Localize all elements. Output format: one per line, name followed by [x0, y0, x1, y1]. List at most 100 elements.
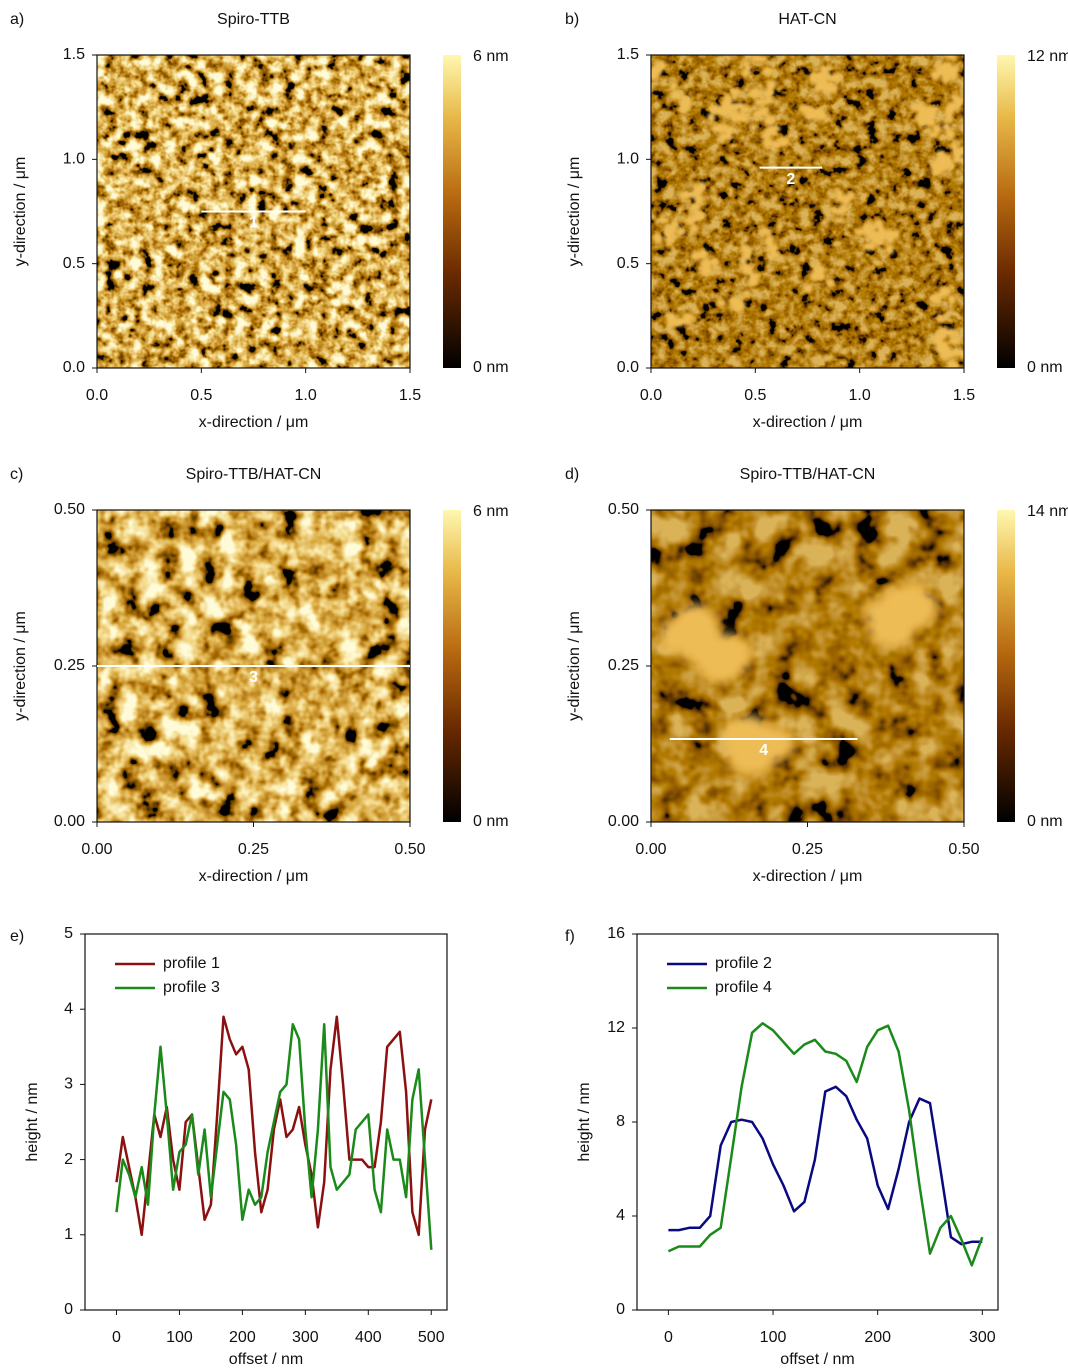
island — [732, 297, 742, 305]
island — [960, 349, 964, 360]
island — [931, 168, 942, 177]
island — [942, 352, 954, 360]
x-tick-label: 0.25 — [238, 841, 269, 858]
profile-line-label: 2 — [786, 171, 795, 188]
x-tick-label: 0 — [112, 1329, 121, 1346]
island — [762, 138, 773, 148]
legend-label: profile 2 — [715, 955, 772, 972]
island — [751, 272, 761, 280]
island — [709, 104, 722, 115]
y-tick-label: 1 — [64, 1226, 73, 1243]
axis-frame — [96, 54, 411, 369]
data-line — [115, 1022, 433, 1250]
island — [855, 228, 864, 236]
island — [942, 122, 951, 132]
island — [653, 233, 663, 244]
island — [664, 311, 676, 319]
island — [937, 341, 949, 350]
island — [885, 236, 895, 245]
island — [803, 106, 816, 116]
island — [743, 63, 753, 72]
island — [885, 244, 895, 255]
island — [873, 219, 884, 229]
y-tick-label: 4 — [616, 1207, 625, 1224]
island — [753, 98, 765, 106]
island — [953, 97, 964, 106]
y-tick-label: 4 — [64, 1000, 73, 1017]
island — [707, 113, 716, 123]
axis-frame — [636, 933, 999, 1311]
island — [714, 123, 727, 133]
x-axis-label: offset / nm — [780, 1351, 854, 1368]
island — [966, 145, 978, 152]
x-tick-label: 0.25 — [792, 841, 823, 858]
island — [951, 346, 961, 357]
island — [928, 131, 939, 139]
island — [638, 66, 648, 75]
legend-label: profile 3 — [163, 979, 220, 996]
y-tick-label: 12 — [607, 1019, 625, 1036]
panel-title: Spiro-TTB/HAT-CN — [740, 466, 876, 483]
island — [930, 70, 944, 78]
island — [813, 107, 826, 117]
island — [942, 154, 952, 164]
x-tick-label: 1.5 — [399, 387, 421, 404]
island — [671, 92, 681, 100]
island — [829, 207, 840, 215]
island — [769, 244, 779, 253]
panel-title: Spiro-TTB/HAT-CN — [186, 466, 322, 483]
island — [862, 222, 874, 233]
x-tick-label: 200 — [864, 1329, 891, 1346]
island — [659, 217, 670, 224]
island — [935, 333, 945, 342]
panel-label: e) — [10, 928, 24, 945]
island — [761, 66, 774, 77]
island — [761, 97, 775, 105]
legend-label: profile 1 — [163, 955, 220, 972]
island — [836, 206, 848, 215]
island — [950, 141, 959, 150]
islands — [658, 581, 938, 777]
island — [664, 235, 675, 245]
island — [825, 278, 835, 288]
data-line — [668, 1085, 983, 1246]
island — [936, 314, 945, 323]
y-tick-label: 0.5 — [63, 255, 85, 272]
island — [733, 112, 744, 121]
y-axis-label: y-direction / μm — [566, 157, 583, 267]
island — [890, 231, 900, 238]
x-axis-label: x-direction / μm — [753, 868, 863, 885]
island — [935, 150, 946, 158]
island — [930, 293, 941, 304]
colorbar-label: 0 nm — [1027, 813, 1063, 830]
island — [690, 203, 701, 211]
island — [767, 251, 781, 259]
y-axis-label: height / nm — [576, 1082, 593, 1161]
island — [687, 190, 699, 199]
y-tick-label: 0.0 — [63, 359, 85, 376]
y-tick-label: 1.5 — [617, 46, 639, 63]
y-tick-label: 1.5 — [63, 46, 85, 63]
y-tick-label: 0.00 — [54, 813, 85, 830]
y-axis-label: height / nm — [24, 1082, 41, 1161]
island — [826, 84, 839, 94]
island — [809, 71, 819, 82]
island — [764, 238, 774, 246]
x-tick-label: 400 — [355, 1329, 382, 1346]
island — [803, 284, 814, 293]
y-tick-label: 0.25 — [54, 657, 85, 674]
colorbar — [997, 510, 1015, 822]
island — [710, 257, 719, 267]
y-tick-label: 8 — [616, 1113, 625, 1130]
colorbar-label: 6 nm — [473, 48, 509, 65]
x-tick-label: 0.00 — [81, 841, 112, 858]
island — [690, 251, 701, 261]
island — [819, 82, 829, 90]
island — [670, 220, 680, 229]
island — [756, 55, 768, 63]
island — [720, 101, 732, 110]
island — [939, 286, 952, 295]
island — [945, 328, 958, 338]
x-tick-label: 0.0 — [86, 387, 108, 404]
